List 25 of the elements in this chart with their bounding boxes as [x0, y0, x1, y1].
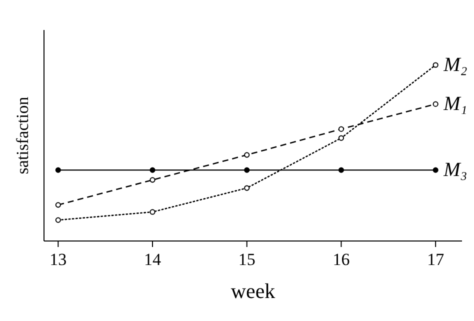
point: [244, 152, 250, 158]
point: [55, 217, 61, 223]
point: [338, 126, 344, 132]
x-tick-label: 14: [144, 250, 162, 269]
x-axis-title: week: [230, 279, 276, 303]
point: [432, 167, 438, 173]
point: [432, 101, 438, 107]
x-tick-label: 15: [238, 250, 256, 269]
point: [150, 209, 156, 215]
point: [244, 167, 250, 173]
point: [432, 62, 438, 68]
series-label: M₁: [442, 93, 468, 116]
point: [338, 167, 344, 173]
x-tick-label: 13: [50, 250, 67, 269]
point: [55, 202, 61, 208]
x-tick-label: 17: [427, 250, 445, 269]
series-label: M₃: [442, 159, 468, 182]
x-tick-label: 16: [332, 250, 350, 269]
point: [55, 167, 61, 173]
point: [338, 135, 344, 141]
point: [150, 167, 156, 173]
y-axis-title: satisfaction: [13, 96, 32, 174]
point: [244, 185, 250, 191]
series-label: M₂: [442, 54, 468, 76]
point: [150, 177, 156, 183]
